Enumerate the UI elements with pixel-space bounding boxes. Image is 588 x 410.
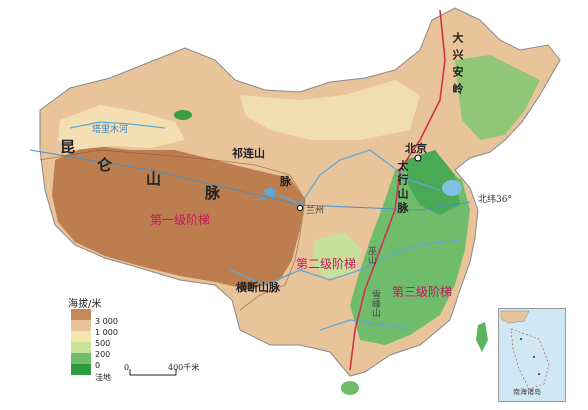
scale-distance: 400千米	[168, 363, 200, 372]
label-kunlun-1: 昆	[60, 138, 77, 156]
qinghai-tibet-plateau	[52, 145, 305, 290]
legend-swatch-0	[71, 353, 91, 364]
label-second-step: 第二级阶梯	[296, 257, 357, 271]
inset-map	[500, 310, 550, 390]
step-boundary-1-2	[39, 149, 306, 311]
legend-label-0: 0	[95, 361, 101, 370]
south-china-sea-inset: 南海诸岛	[498, 308, 566, 402]
qinghai-lake	[264, 188, 276, 196]
rivers	[69, 121, 461, 331]
north-china-plain	[405, 150, 460, 215]
label-daxinganling: 大兴安岭	[451, 32, 464, 100]
scale-zero: 0	[124, 363, 130, 372]
label-third-step: 第三级阶梯	[392, 285, 453, 299]
label-xuefeng: 雪峰山	[370, 290, 380, 317]
label-latitude: 北纬36°	[478, 195, 512, 205]
legend-label-depression: 洼地	[95, 373, 111, 382]
label-qilian: 祁连山	[232, 147, 265, 160]
scale-bar: 0 400千米	[124, 363, 208, 380]
lanzhou-dot	[297, 205, 303, 211]
scale-line	[129, 369, 177, 376]
legend-swatch-3000	[71, 309, 91, 320]
label-taihang: 太行山脉	[396, 160, 409, 216]
label-wushan: 巫山	[366, 246, 376, 264]
sichuan-basin	[312, 232, 362, 278]
label-hengduan: 横断山脉	[236, 281, 280, 294]
legend-label-200: 200	[95, 350, 111, 359]
taiwan	[476, 322, 488, 352]
northern-plateau	[240, 80, 420, 140]
label-kunlun-2: 仑	[97, 156, 114, 174]
label-beijing: 北京	[405, 142, 427, 155]
legend-title: 海拔/米	[68, 299, 102, 310]
northeast-plain	[455, 55, 540, 140]
label-first-step: 第一级阶梯	[150, 213, 211, 227]
yellow-river	[254, 149, 441, 206]
elevation-legend: 海拔/米 3 000 1 000 500 200 0 洼地	[68, 295, 138, 385]
inset-label: 南海诸岛	[513, 388, 541, 396]
legend-swatch-1000	[71, 320, 91, 331]
legend-swatch-200	[71, 342, 91, 353]
legend-label-1000: 1 000	[95, 328, 118, 337]
bohai-sea	[442, 180, 462, 196]
step-boundary-2-3	[349, 9, 446, 371]
turpan-depression	[174, 110, 192, 120]
legend-swatch-depression	[71, 364, 91, 375]
label-lanzhou: 兰州	[306, 206, 325, 216]
label-tarim-river: 塔里木河	[92, 125, 129, 135]
legend-label-500: 500	[95, 339, 111, 348]
tarim-river	[69, 121, 166, 129]
beijing-dot	[414, 154, 422, 162]
legend-label-3000: 3 000	[95, 317, 118, 326]
label-qilian-2: 脉	[280, 175, 291, 188]
tarim-basin	[58, 105, 185, 150]
legend-swatch-500	[71, 331, 91, 342]
hainan	[341, 381, 359, 395]
label-kunlun-3: 山	[146, 170, 163, 188]
yangtze-river	[229, 239, 461, 286]
pearl-river	[319, 319, 411, 331]
label-kunlun-4: 脉	[205, 184, 222, 202]
